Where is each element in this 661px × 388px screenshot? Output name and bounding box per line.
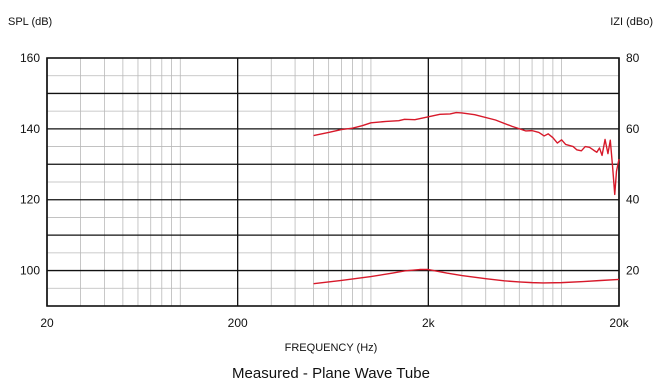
tick-labels: 20 200 2k 20k 100 120 140 160 20 40 60 80 (20, 51, 640, 330)
x-tick-label: 200 (228, 316, 248, 330)
spl-curve (313, 111, 620, 196)
y-left-tick-label: 100 (20, 264, 40, 278)
y-left-axis-label: SPL (dB) (8, 16, 52, 28)
y-right-tick-label: 80 (626, 51, 640, 65)
x-tick-label: 2k (422, 316, 436, 330)
x-tick-label: 20 (40, 316, 54, 330)
y-right-tick-label: 20 (626, 264, 640, 278)
y-left-tick-label: 120 (20, 193, 40, 207)
x-tick-label: 20k (609, 316, 629, 330)
y-left-tick-label: 140 (20, 122, 40, 136)
y-right-axis-label: IZI (dBo) (610, 16, 653, 28)
chart-caption: Measured - Plane Wave Tube (232, 365, 430, 382)
y-right-tick-label: 60 (626, 122, 640, 136)
minor-gridlines (47, 58, 619, 306)
data-series (313, 111, 620, 285)
y-right-tick-label: 40 (626, 193, 640, 207)
plot-frame (46, 57, 620, 307)
impedance-curve (313, 268, 620, 285)
y-left-tick-label: 160 (20, 51, 40, 65)
x-axis-label: FREQUENCY (Hz) (285, 342, 378, 354)
